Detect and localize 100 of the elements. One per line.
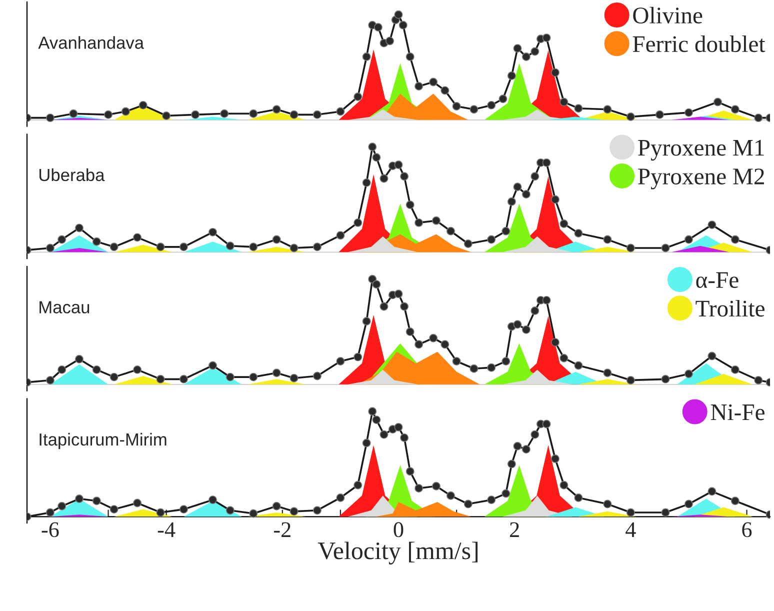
point (522, 445, 530, 454)
point (336, 107, 345, 116)
point (452, 102, 461, 110)
point (730, 496, 740, 506)
point (226, 372, 234, 382)
point (386, 36, 394, 46)
point (603, 368, 612, 378)
x-tick-label: 0 (394, 522, 404, 538)
point (272, 235, 281, 244)
point (414, 218, 424, 227)
point (208, 228, 217, 236)
point (110, 372, 118, 382)
point (362, 438, 371, 448)
point (290, 110, 298, 119)
point (372, 416, 381, 424)
point (560, 480, 568, 490)
point (46, 114, 54, 122)
point (432, 216, 440, 225)
point (487, 235, 496, 244)
point (708, 220, 716, 230)
point (513, 442, 522, 450)
point (372, 280, 381, 289)
point (400, 172, 409, 181)
point (440, 340, 450, 349)
point (560, 220, 568, 228)
point (603, 235, 612, 244)
point (290, 374, 298, 382)
x-tick-label: -2 (274, 522, 290, 537)
point (487, 363, 496, 372)
point (432, 482, 440, 490)
point (362, 52, 371, 61)
point (380, 174, 388, 183)
point (522, 325, 530, 334)
point (730, 105, 740, 114)
point (406, 52, 414, 61)
point (542, 158, 551, 167)
point (661, 374, 670, 384)
point (336, 493, 345, 502)
point (414, 340, 424, 349)
point (121, 107, 130, 116)
point (708, 487, 716, 496)
legend-label: Ferric doublet (632, 36, 766, 52)
point (162, 111, 171, 120)
point (249, 509, 258, 518)
point (354, 218, 362, 227)
point (69, 109, 78, 118)
point (336, 357, 345, 366)
point (684, 500, 693, 508)
point (398, 20, 408, 30)
point (75, 354, 84, 364)
point (574, 104, 583, 113)
point (502, 489, 510, 498)
point (446, 491, 455, 500)
legend-label: α-Fe (696, 272, 738, 288)
point (179, 242, 188, 252)
point (507, 460, 516, 468)
point (354, 352, 362, 362)
point (362, 317, 371, 326)
point (354, 480, 362, 490)
x-tick-label: -4 (158, 522, 176, 537)
legend-label: Ni-Fe (710, 404, 764, 420)
legend-label: Pyroxene M1 (638, 140, 764, 161)
point (362, 178, 371, 187)
point (272, 502, 281, 510)
point (406, 467, 414, 476)
point (429, 334, 438, 342)
text: Macau (40, 301, 90, 314)
point (220, 109, 229, 118)
point (290, 244, 298, 252)
point (530, 430, 540, 439)
point (368, 407, 377, 416)
point (133, 498, 142, 508)
point (272, 368, 281, 378)
point (730, 235, 740, 244)
point (372, 153, 381, 162)
point (513, 320, 522, 329)
point (626, 508, 635, 517)
point (226, 242, 234, 250)
point (394, 160, 403, 170)
point (730, 365, 740, 374)
point (249, 109, 258, 118)
point (394, 290, 403, 298)
point (714, 98, 722, 106)
point (58, 502, 66, 510)
point (156, 242, 165, 252)
point (550, 195, 560, 204)
point (626, 244, 635, 252)
point (542, 296, 551, 304)
point (380, 302, 388, 311)
point (507, 71, 516, 80)
point (46, 376, 54, 384)
point (394, 10, 403, 19)
point (429, 78, 438, 86)
point (110, 505, 118, 514)
point (530, 47, 540, 56)
point (661, 244, 670, 252)
point (522, 190, 530, 199)
point (92, 496, 101, 506)
point (92, 365, 101, 374)
point (414, 82, 424, 90)
